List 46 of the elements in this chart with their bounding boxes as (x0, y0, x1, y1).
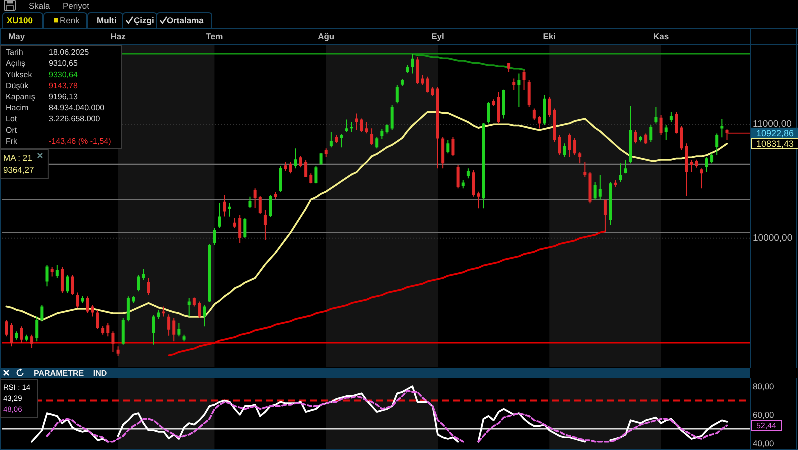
text: 9196,13 (49, 92, 78, 102)
text: 3.226.658.000 (49, 114, 100, 124)
category-label: Yüksek (6, 70, 34, 80)
category-label: Lot (6, 114, 18, 124)
category-label: Kapanış (6, 92, 36, 102)
text: Ortalama (167, 16, 204, 26)
y-tick-label: 80,00 (753, 382, 775, 392)
text: 9364,27 (4, 165, 34, 175)
text: 84.934.040.000 (49, 104, 105, 113)
y-tick-label: 10000,00 (753, 232, 793, 244)
text: Periyot (63, 1, 90, 11)
candlestick (355, 114, 358, 130)
category-label: Frk (6, 136, 19, 146)
y-tick-label: 40,00 (753, 438, 775, 448)
text: 10831,43 (756, 139, 794, 150)
candlestick (162, 306, 166, 317)
text: Renk (60, 16, 81, 26)
chart-title: XU100 (7, 16, 34, 26)
text: Çizgi (134, 16, 154, 26)
text: 18.06.2025 (49, 48, 90, 58)
category-label: Açılış (6, 59, 26, 68)
category-label: Hacim (6, 104, 30, 113)
x-tick-label: Eki (543, 32, 556, 42)
text: -143,46 (% -1,54) (49, 136, 112, 146)
y-tick-label: 11000,00 (753, 119, 792, 130)
text: Multi (97, 16, 117, 26)
category-label: Düşük (6, 81, 30, 90)
y-tick-label: 60,00 (753, 410, 775, 420)
x-tick-label: Haz (110, 32, 126, 42)
category-label: Ort (6, 126, 18, 135)
text: PARAMETRE (34, 369, 85, 378)
legend-title: MA : 21 (4, 153, 33, 163)
text: 10922,86 (756, 128, 794, 139)
text: 9330,64 (49, 70, 78, 80)
text: 52,44 (756, 421, 778, 430)
text: 9310,65 (49, 59, 78, 68)
x-tick-label: Kas (653, 32, 670, 42)
text: IND (93, 369, 108, 378)
x-tick-label: Tem (206, 32, 224, 42)
text: Skala (29, 1, 51, 11)
line-series (6, 111, 728, 322)
x-tick-label: Eyl (432, 32, 444, 42)
x-tick-label: May (8, 32, 26, 42)
x-tick-label: Ağu (318, 32, 335, 42)
text: 9143,78 (49, 81, 78, 90)
category-label: Tarih (6, 48, 24, 58)
